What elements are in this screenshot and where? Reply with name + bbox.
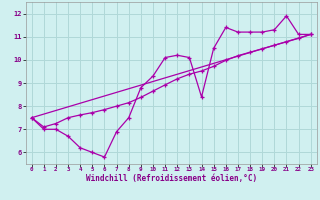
X-axis label: Windchill (Refroidissement éolien,°C): Windchill (Refroidissement éolien,°C)	[86, 174, 257, 183]
